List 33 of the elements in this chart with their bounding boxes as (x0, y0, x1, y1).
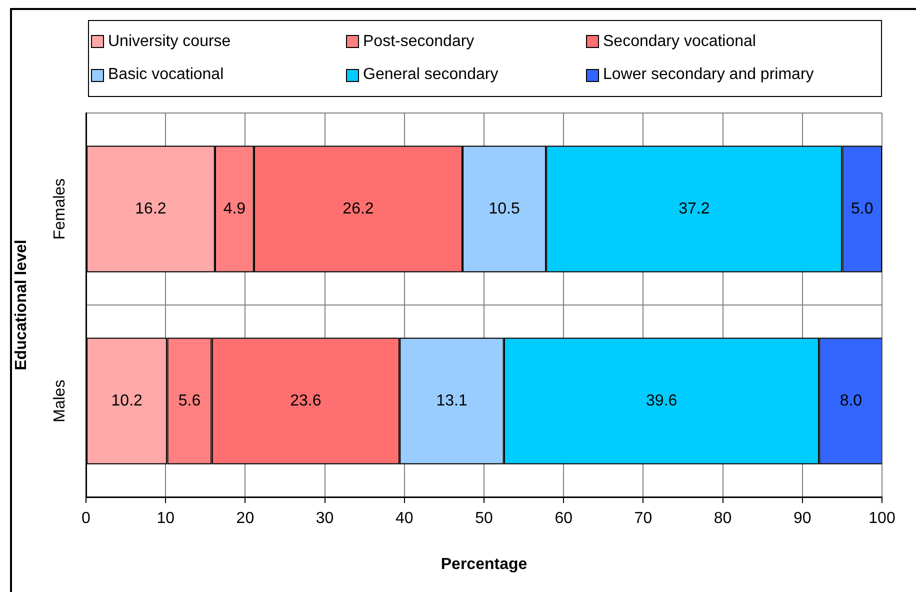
legend-label: University course (108, 32, 231, 51)
x-tick-label: 0 (82, 510, 91, 528)
data-label: 13.1 (436, 392, 468, 410)
x-tick-label: 30 (316, 510, 334, 528)
x-tick-label: 70 (634, 510, 652, 528)
x-tick-label: 50 (475, 510, 493, 528)
data-label: 26.2 (342, 200, 374, 218)
legend-label: Secondary vocational (603, 32, 756, 51)
x-tick-label: 40 (396, 510, 414, 528)
x-tick-label: 10 (156, 510, 175, 528)
y-axis-title: Educational level (13, 240, 30, 370)
legend-label: Post-secondary (363, 32, 474, 51)
data-label: 4.9 (223, 200, 246, 218)
data-label: 10.5 (488, 200, 520, 218)
x-tick-label: 80 (714, 510, 732, 528)
legend-label: Basic vocational (108, 66, 224, 84)
x-axis-title: Percentage (440, 556, 528, 573)
x-tick-label: 20 (236, 510, 254, 528)
legend-label: Lower secondary and primary (603, 66, 814, 84)
y-tick-label: Females (51, 178, 68, 240)
data-label: 8.0 (840, 392, 862, 410)
data-label: 16.2 (135, 200, 166, 218)
data-label: 5.0 (850, 200, 874, 218)
data-label: 23.6 (290, 392, 322, 410)
x-tick-label: 90 (794, 510, 812, 528)
data-label: 10.2 (111, 392, 143, 410)
data-label: 39.6 (646, 392, 678, 410)
y-tick-label: Males (51, 380, 68, 422)
data-label: 37.2 (678, 200, 710, 218)
legend-label: General secondary (363, 66, 498, 84)
x-tick-label: 100 (868, 510, 896, 528)
data-label: 5.6 (178, 392, 201, 410)
x-tick-label: 60 (554, 510, 573, 528)
